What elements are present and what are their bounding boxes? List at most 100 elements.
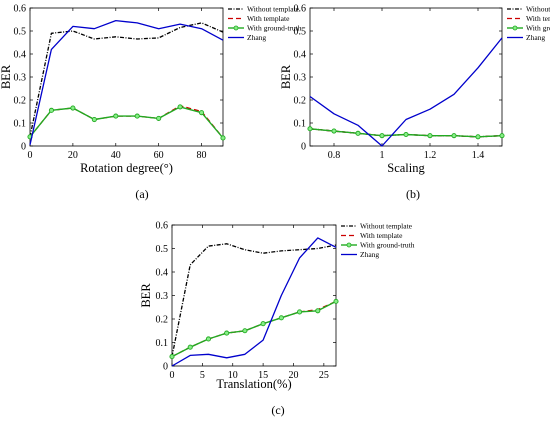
data-point-with-ground-truth	[315, 308, 321, 314]
x-tick-label: 10	[228, 370, 238, 381]
y-tick-label: 0.5	[14, 27, 27, 38]
data-point-with-ground-truth	[331, 128, 337, 134]
y-tick-label: 0.1	[156, 338, 169, 349]
y-tick-label: 0.1	[294, 119, 307, 130]
legend-label-zhang: Zhang	[526, 33, 545, 42]
data-point-with-ground-truth	[169, 354, 175, 360]
y-tick-label: 0.6	[294, 4, 307, 15]
data-point-with-ground-truth	[260, 321, 266, 327]
legend-label-zhang: Zhang	[360, 250, 379, 259]
data-point-with-ground-truth	[187, 344, 193, 350]
data-point-with-ground-truth	[297, 309, 303, 315]
data-point-with-ground-truth	[156, 115, 162, 121]
chart-panel-1: 0 20 40 60 80 0 0.1 0.2 0.3 0.4 0.5 0.6 Rotation deg…	[0, 4, 302, 202]
legend-label-with-template: With template	[526, 14, 550, 23]
y-tick-label: 0.5	[294, 27, 307, 38]
legend-label-without-template: Without template	[247, 5, 300, 14]
legend-label-with-template: With template	[247, 14, 290, 23]
x-tick-label: 1.2	[424, 150, 437, 161]
data-point-with-ground-truth	[427, 133, 433, 139]
x-tick-label: 40	[111, 150, 121, 161]
data-point-with-ground-truth	[403, 131, 409, 138]
y-tick-label: 0.2	[294, 96, 307, 107]
data-point-with-ground-truth	[48, 107, 54, 113]
data-point-with-ground-truth	[199, 110, 205, 116]
series-line-zhang	[171, 237, 337, 367]
x-tick-label: 20	[68, 150, 78, 161]
data-point-with-ground-truth	[451, 133, 457, 139]
x-axis-label: Translation(%)	[216, 377, 291, 391]
data-point-with-ground-truth	[355, 130, 361, 136]
y-tick-label: 0.4	[294, 50, 307, 61]
series-line-without-template	[29, 22, 224, 137]
y-tick-label: 0.4	[156, 268, 169, 279]
legend-label-with-template: With template	[360, 231, 403, 240]
y-tick-label: 0.6	[156, 221, 169, 232]
legend-marker-with-ground-truth	[346, 242, 352, 248]
legend-label-without-template: Without template	[526, 5, 550, 14]
data-point-with-ground-truth	[278, 315, 284, 321]
data-point-with-ground-truth	[70, 105, 76, 111]
y-tick-label: 0.3	[14, 73, 27, 84]
data-point-with-ground-truth	[177, 104, 183, 110]
chart-panel-2: 0.8 1 1.2 1.4 0 0.1 0.2 0.3 0.4 0.5 0.6 Scaling BER W…	[279, 4, 550, 202]
x-tick-label: 20	[288, 370, 298, 381]
data-point-with-ground-truth	[499, 133, 505, 139]
legend-label-zhang: Zhang	[247, 33, 266, 42]
y-tick-label: 0	[163, 362, 168, 373]
y-tick-label: 0.4	[14, 50, 27, 61]
data-point-with-ground-truth	[113, 113, 119, 119]
legend-label-with-ground-truth: With ground-truth	[526, 24, 550, 33]
series-line-without-template	[171, 243, 337, 357]
x-axis-label: Scaling	[387, 161, 425, 175]
data-point-with-ground-truth	[205, 336, 211, 342]
series-line-with-template	[171, 300, 337, 358]
y-tick-label: 0.3	[294, 73, 307, 84]
panel-label: (a)	[135, 187, 148, 201]
y-tick-label: 0	[301, 142, 306, 153]
y-axis-label: BER	[0, 64, 13, 89]
data-point-with-ground-truth	[475, 134, 481, 140]
x-tick-label: 0.8	[328, 150, 341, 161]
y-tick-label: 0.2	[156, 315, 169, 326]
legend-label-with-ground-truth: With ground-truth	[360, 241, 415, 250]
x-tick-label: 60	[154, 150, 164, 161]
chart-panel-3: 0 5 10 15 20 25 0 0.1 0.2 0.3 0.4 0.5 0.6 Translation…	[139, 221, 415, 418]
data-point-with-ground-truth	[307, 126, 313, 132]
x-tick-label: 0	[28, 150, 33, 161]
y-tick-label: 0.5	[156, 244, 169, 255]
data-point-with-ground-truth	[91, 117, 97, 123]
legend-label-with-ground-truth: With ground-truth	[247, 24, 302, 33]
panel-label: (b)	[406, 187, 420, 201]
y-tick-label: 0.6	[14, 4, 27, 15]
x-tick-label: 0	[170, 370, 175, 381]
data-point-with-ground-truth	[333, 298, 339, 304]
legend-marker-with-ground-truth	[233, 25, 239, 31]
legend-label-without-template: Without template	[360, 222, 413, 231]
x-tick-label: 15	[258, 370, 268, 381]
plot-frame	[29, 7, 224, 147]
series-line-with-ground-truth	[29, 106, 224, 139]
panel-label: (c)	[271, 403, 284, 417]
x-axis-label: Rotation degree(°)	[80, 161, 173, 175]
x-tick-label: 1.4	[472, 150, 485, 161]
series-line-with-ground-truth	[171, 300, 337, 358]
series-line-zhang	[29, 19, 224, 145]
y-axis-label: BER	[279, 64, 293, 89]
x-tick-label: 1	[380, 150, 385, 161]
data-point-with-ground-truth	[134, 113, 140, 119]
y-tick-label: 0.3	[156, 291, 169, 302]
y-tick-label: 0.2	[14, 96, 27, 107]
y-axis-label: BER	[139, 283, 153, 308]
y-tick-label: 0	[21, 142, 26, 153]
x-tick-label: 5	[200, 370, 205, 381]
data-point-with-ground-truth	[379, 133, 385, 139]
data-point-with-ground-truth	[242, 328, 248, 334]
series-line-zhang	[309, 37, 503, 147]
x-tick-label: 25	[319, 370, 329, 381]
data-point-with-ground-truth	[220, 135, 226, 141]
